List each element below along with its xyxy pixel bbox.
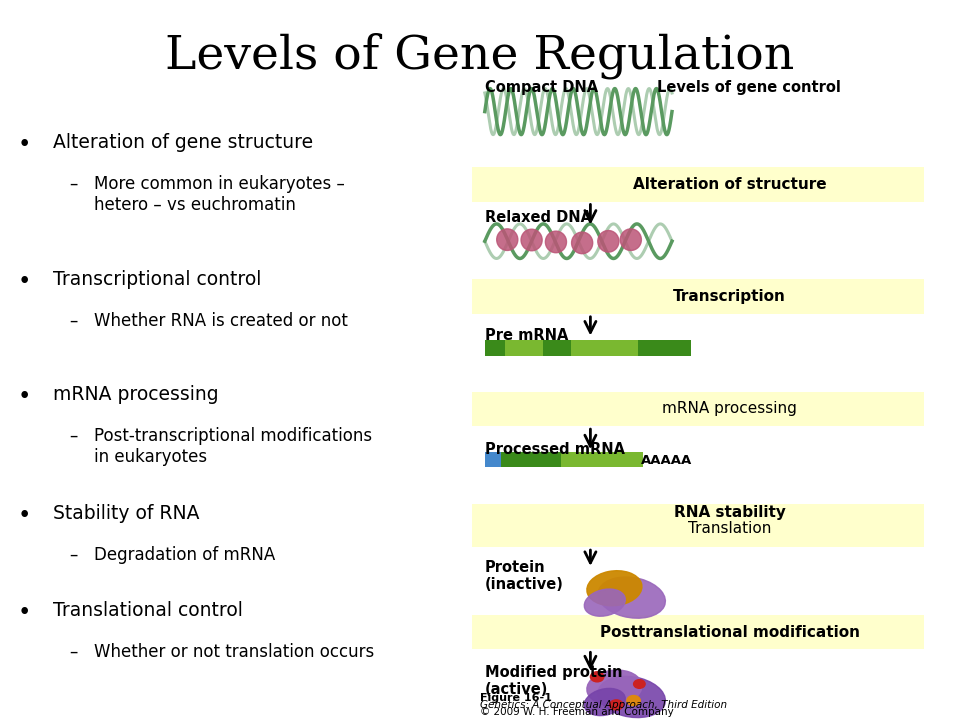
Text: Genetics: A Conceptual Approach, Third Edition: Genetics: A Conceptual Approach, Third E… [480, 700, 727, 710]
Text: Relaxed DNA: Relaxed DNA [485, 210, 591, 225]
Text: mRNA processing: mRNA processing [53, 385, 219, 404]
Bar [505, 340, 542, 356]
Bar [472, 392, 924, 426]
Text: © 2009 W. H. Freeman and Company: © 2009 W. H. Freeman and Company [480, 707, 674, 717]
Text: Levels of Gene Regulation: Levels of Gene Regulation [165, 32, 795, 79]
Text: Whether RNA is created or not: Whether RNA is created or not [94, 312, 348, 330]
Bar [472, 279, 924, 314]
Circle shape [634, 680, 645, 688]
Bar [561, 452, 643, 467]
Text: •: • [17, 133, 31, 156]
Text: –: – [69, 175, 78, 193]
Bar [637, 340, 691, 356]
Text: Stability of RNA: Stability of RNA [53, 504, 200, 523]
Ellipse shape [598, 577, 665, 618]
Text: Whether or not translation occurs: Whether or not translation occurs [94, 643, 374, 661]
Ellipse shape [496, 229, 517, 251]
Text: –: – [69, 312, 78, 330]
Text: Alteration of gene structure: Alteration of gene structure [53, 133, 313, 152]
Bar [501, 452, 561, 467]
Circle shape [590, 672, 604, 682]
Bar [485, 340, 505, 356]
Circle shape [610, 700, 623, 710]
Text: AAAAA: AAAAA [641, 454, 692, 467]
Bar [571, 340, 637, 356]
Text: Figure 16-1: Figure 16-1 [480, 693, 552, 703]
Text: –: – [69, 546, 78, 564]
Ellipse shape [545, 231, 566, 253]
Bar [485, 452, 501, 467]
Text: Alteration of structure: Alteration of structure [633, 177, 827, 192]
Ellipse shape [571, 232, 592, 253]
Ellipse shape [598, 230, 619, 252]
Text: Transcription: Transcription [673, 289, 786, 304]
Bar [472, 615, 924, 649]
Bar [472, 504, 924, 547]
Ellipse shape [598, 676, 665, 718]
Text: Modified protein
(active): Modified protein (active) [485, 665, 622, 697]
Text: Translation: Translation [688, 521, 771, 536]
Ellipse shape [521, 229, 542, 251]
Text: Processed mRNA: Processed mRNA [485, 442, 625, 456]
Ellipse shape [587, 670, 642, 705]
Text: Pre mRNA: Pre mRNA [485, 328, 568, 343]
Text: Post-transcriptional modifications
in eukaryotes: Post-transcriptional modifications in eu… [94, 427, 372, 466]
Text: Degradation of mRNA: Degradation of mRNA [94, 546, 276, 564]
Text: Transcriptional control: Transcriptional control [53, 270, 261, 289]
Bar [472, 167, 924, 202]
Ellipse shape [585, 688, 625, 716]
Text: More common in eukaryotes –
hetero – vs euchromatin: More common in eukaryotes – hetero – vs … [94, 175, 345, 214]
Text: •: • [17, 601, 31, 624]
Text: Compact DNA: Compact DNA [485, 81, 598, 95]
Ellipse shape [587, 571, 642, 606]
Text: •: • [17, 504, 31, 527]
Text: •: • [17, 385, 31, 408]
Text: Protein
(inactive): Protein (inactive) [485, 560, 564, 592]
Text: mRNA processing: mRNA processing [662, 402, 797, 416]
Text: –: – [69, 643, 78, 661]
Text: •: • [17, 270, 31, 293]
Ellipse shape [585, 589, 625, 616]
Ellipse shape [620, 229, 641, 251]
Circle shape [627, 696, 640, 706]
Text: Posttranslational modification: Posttranslational modification [600, 625, 859, 639]
Text: –: – [69, 427, 78, 445]
Bar [542, 340, 571, 356]
Text: Levels of gene control: Levels of gene control [657, 81, 841, 95]
Text: RNA stability: RNA stability [674, 505, 785, 520]
Text: Translational control: Translational control [53, 601, 243, 620]
